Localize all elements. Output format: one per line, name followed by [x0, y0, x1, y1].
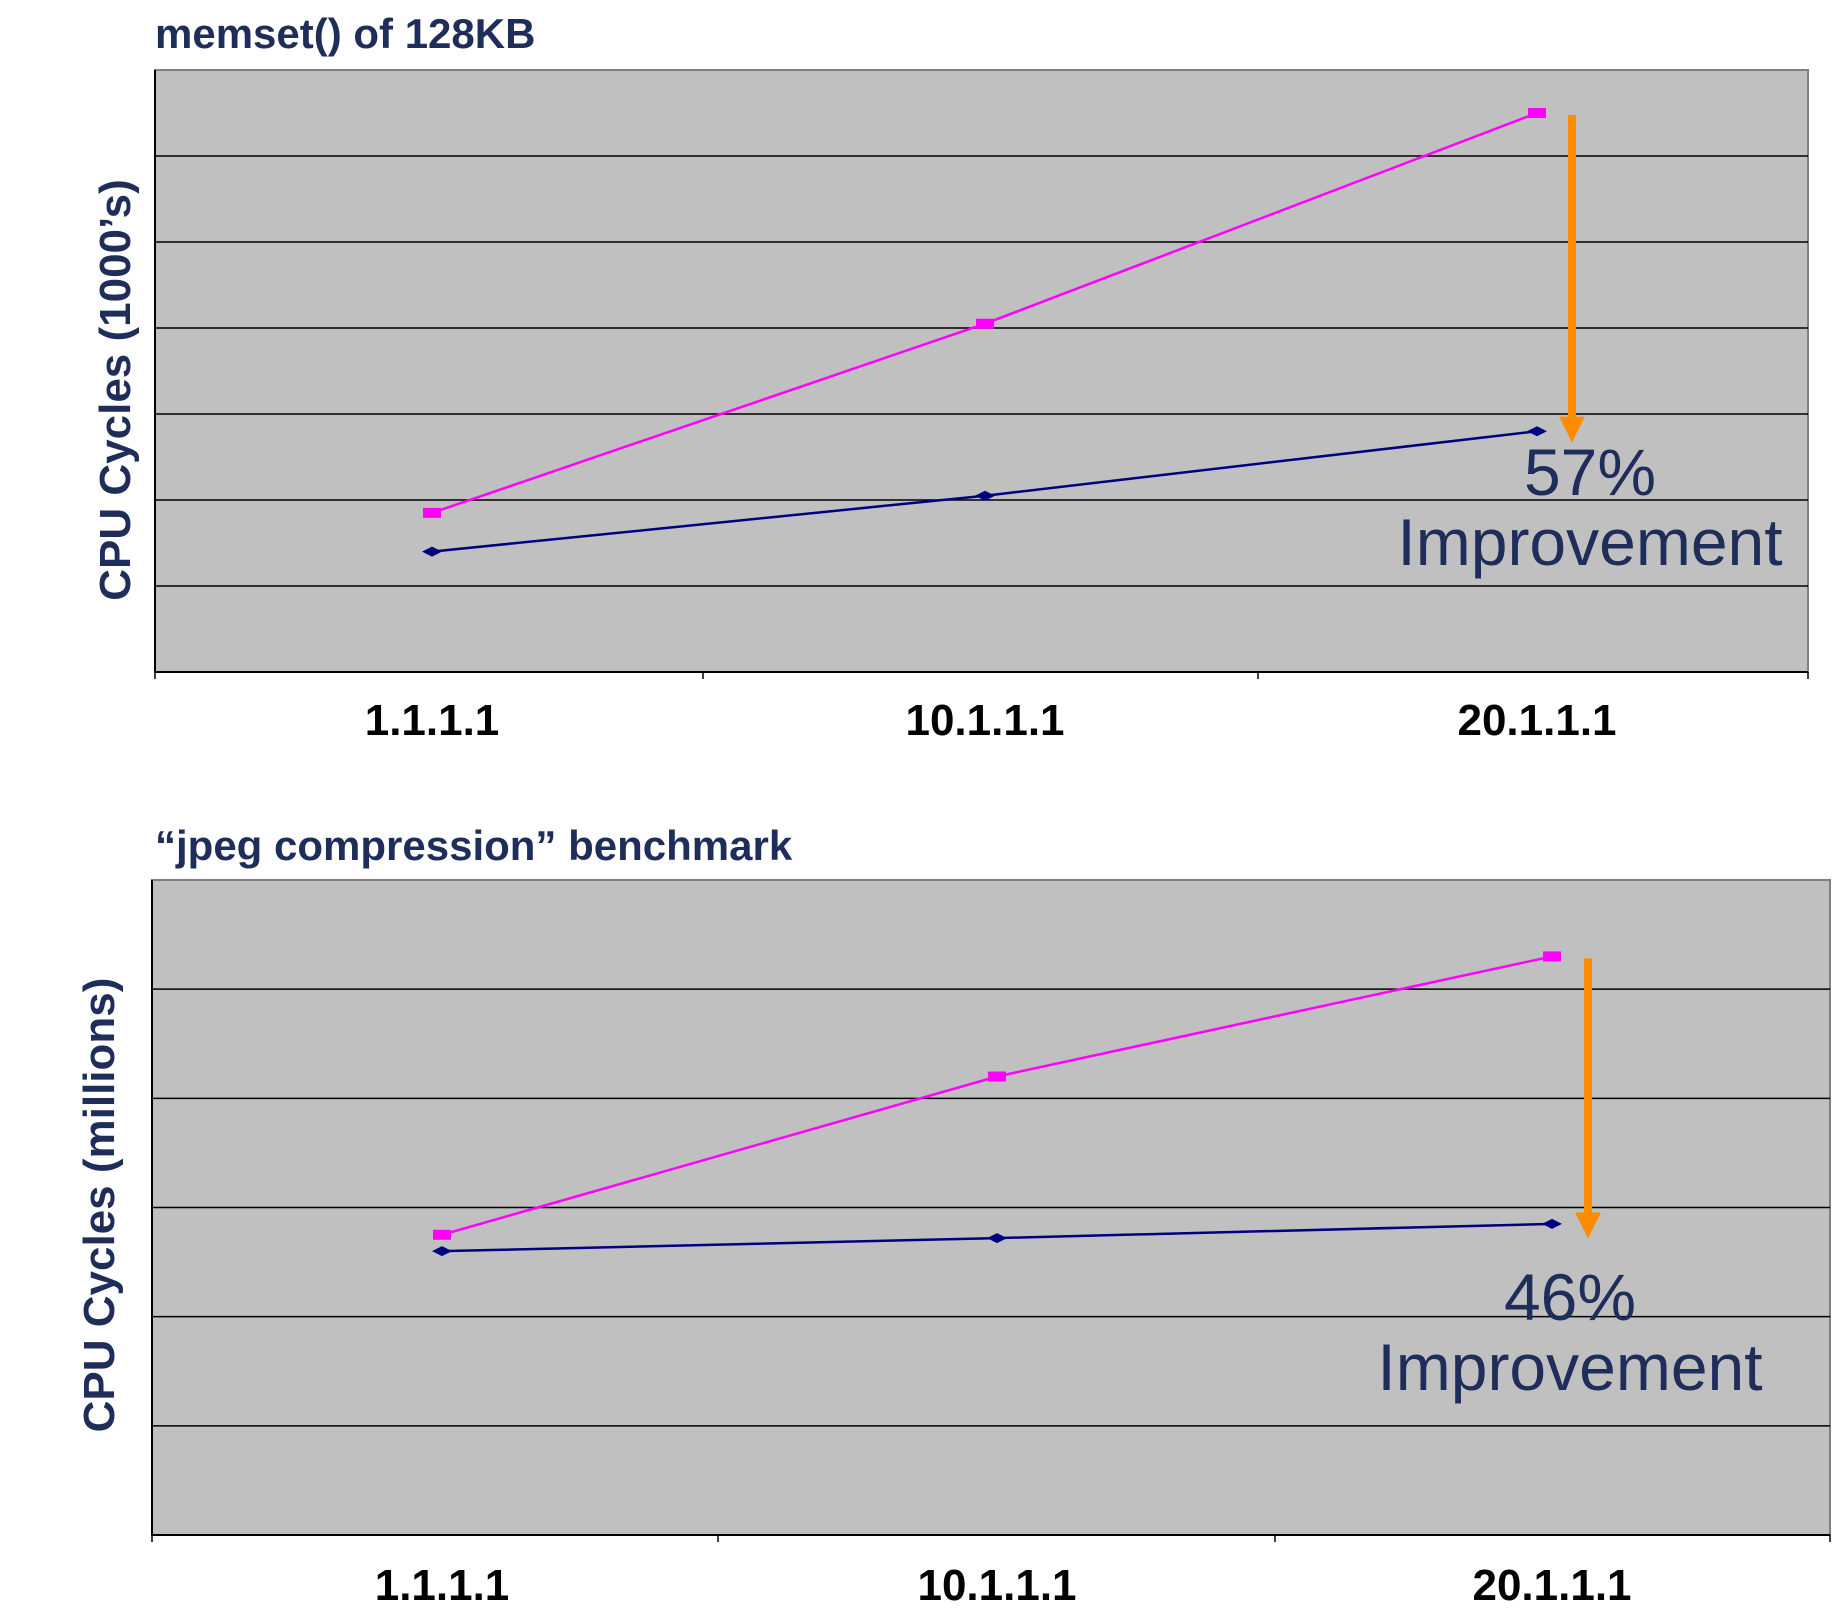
data-point-square [433, 1229, 451, 1240]
data-point-diamond [1527, 426, 1547, 437]
improvement-percent: 46% [1504, 1260, 1636, 1334]
x-tick-label: 1.1.1.1 [375, 1561, 510, 1610]
y-axis-label: CPU Cycles (millions) [75, 978, 124, 1433]
data-point-diamond [1542, 1218, 1562, 1229]
data-point-diamond [987, 1233, 1007, 1244]
data-point-diamond [975, 490, 995, 501]
data-point-diamond [422, 546, 442, 557]
data-point-square [1528, 108, 1546, 118]
data-point-square [976, 318, 994, 329]
improvement-label: Improvement [1397, 505, 1782, 579]
data-point-square [1543, 951, 1561, 962]
x-tick-label: 20.1.1.1 [1457, 696, 1616, 745]
data-point-diamond [432, 1246, 452, 1257]
improvement-label: Improvement [1377, 1330, 1762, 1404]
x-tick-label: 10.1.1.1 [917, 1561, 1076, 1610]
y-axis-label: CPU Cycles (1000’s) [91, 179, 140, 600]
x-tick-label: 1.1.1.1 [365, 696, 500, 745]
data-point-square [423, 507, 441, 518]
x-tick-label: 20.1.1.1 [1472, 1561, 1631, 1610]
x-tick-label: 10.1.1.1 [905, 696, 1064, 745]
improvement-percent: 57% [1524, 435, 1656, 509]
plot-area [154, 69, 1809, 673]
improvement-arrow-head [1559, 416, 1585, 443]
memset-chart: memset() of 128KB CPU Cycles (1000’s) 1.… [91, 10, 1809, 745]
improvement-arrow-head [1575, 1212, 1601, 1239]
chart-title: memset() of 128KB [155, 10, 535, 57]
chart-title: “jpeg compression” benchmark [155, 822, 793, 869]
data-point-square [988, 1071, 1006, 1082]
jpeg-chart: “jpeg compression” benchmark CPU Cycles … [75, 822, 1831, 1610]
